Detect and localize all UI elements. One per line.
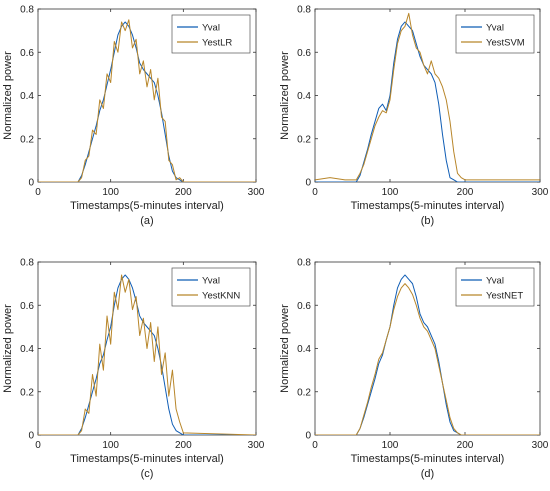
x-axis-label: Timestamps(5-minutes interval): [70, 200, 224, 212]
x-axis-label: Timestamps(5-minutes interval): [70, 453, 224, 465]
x-tick-label: 200: [175, 187, 192, 198]
legend-entry: YestSVM: [486, 38, 525, 49]
y-tick-label: 0.4: [297, 91, 311, 102]
series-line-yestnet: [315, 283, 540, 435]
legend-entry: Yval: [202, 276, 220, 287]
legend-box: [171, 14, 251, 54]
x-tick-label: 200: [175, 440, 192, 451]
y-tick-label: 0: [305, 178, 311, 189]
legend-entry: Yval: [486, 23, 504, 34]
y-tick-label: 0.6: [20, 48, 34, 59]
y-axis-label: Normalized power: [2, 51, 14, 140]
x-tick-label: 300: [248, 187, 265, 198]
panel-caption: (d): [421, 468, 434, 480]
y-axis-label: Normalized power: [2, 304, 14, 393]
legend-entry: YestLR: [202, 38, 232, 49]
y-tick-label: 0.2: [297, 134, 311, 145]
series-line-yestsvm: [315, 12, 540, 181]
x-tick-label: 300: [248, 440, 265, 451]
y-tick-label: 0: [305, 431, 311, 442]
legend-entry: Yval: [202, 23, 220, 34]
x-tick-label: 0: [35, 440, 41, 451]
series-line-yestlr: [38, 19, 256, 182]
y-tick-label: 0.4: [20, 91, 34, 102]
series-line-yval: [315, 21, 540, 182]
legend-entry: YestKNN: [202, 291, 240, 302]
legend: Yval YestSVM: [455, 14, 535, 54]
x-tick-label: 100: [382, 187, 399, 198]
y-tick-label: 0.8: [297, 5, 311, 16]
x-tick-label: 100: [102, 440, 119, 451]
series-line-yestknn: [38, 274, 256, 435]
y-tick-label: 0.6: [297, 301, 311, 312]
y-tick-label: 0.8: [297, 258, 311, 269]
chart-panel-d: 0 100 200 300 0 0.2 0.4 0.6 0.8 Yval YestNET Timest…: [279, 258, 549, 481]
y-tick-label: 0.4: [20, 344, 34, 355]
y-tick-label: 0: [28, 431, 34, 442]
y-tick-label: 0.6: [20, 301, 34, 312]
legend-box: [455, 267, 535, 307]
y-tick-label: 0.6: [297, 48, 311, 59]
legend-box: [171, 267, 251, 307]
x-tick-label: 100: [382, 440, 399, 451]
x-tick-label: 300: [532, 440, 549, 451]
chart-panel-a: 0 100 200 300 0 0.2 0.4 0.6 0.8 Yval YestLR Timesta…: [2, 5, 265, 228]
series-line-yval: [38, 274, 256, 435]
legend: Yval YestLR: [171, 14, 251, 54]
y-tick-label: 0.2: [20, 134, 34, 145]
legend: Yval YestKNN: [171, 267, 251, 307]
x-axis-label: Timestamps(5-minutes interval): [351, 200, 505, 212]
x-tick-label: 0: [35, 187, 41, 198]
panel-caption: (b): [421, 215, 434, 227]
y-tick-label: 0.8: [20, 5, 34, 16]
y-axis-label: Normalized power: [279, 304, 291, 393]
y-axis-label: Normalized power: [279, 51, 291, 140]
x-axis-label: Timestamps(5-minutes interval): [351, 453, 505, 465]
x-tick-label: 0: [312, 440, 318, 451]
chart-panel-c: 0 100 200 300 0 0.2 0.4 0.6 0.8 Yval YestKNN Timest…: [2, 258, 265, 481]
x-tick-label: 0: [312, 187, 318, 198]
panel-caption: (a): [140, 215, 153, 227]
x-tick-label: 200: [457, 440, 474, 451]
chart-panel-b: 0 100 200 300 0 0.2 0.4 0.6 0.8 Yval YestSVM Timest…: [279, 5, 549, 228]
x-tick-label: 200: [457, 187, 474, 198]
x-tick-label: 300: [532, 187, 549, 198]
y-tick-label: 0.2: [297, 387, 311, 398]
legend: Yval YestNET: [455, 267, 535, 307]
panel-caption: (c): [141, 468, 154, 480]
legend-entry: Yval: [486, 276, 504, 287]
series-line-yval: [315, 274, 540, 435]
x-tick-label: 100: [102, 187, 119, 198]
legend-box: [455, 14, 535, 54]
legend-entry: YestNET: [486, 291, 523, 302]
y-tick-label: 0.4: [297, 344, 311, 355]
y-tick-label: 0.2: [20, 387, 34, 398]
y-tick-label: 0: [28, 178, 34, 189]
y-tick-label: 0.8: [20, 258, 34, 269]
